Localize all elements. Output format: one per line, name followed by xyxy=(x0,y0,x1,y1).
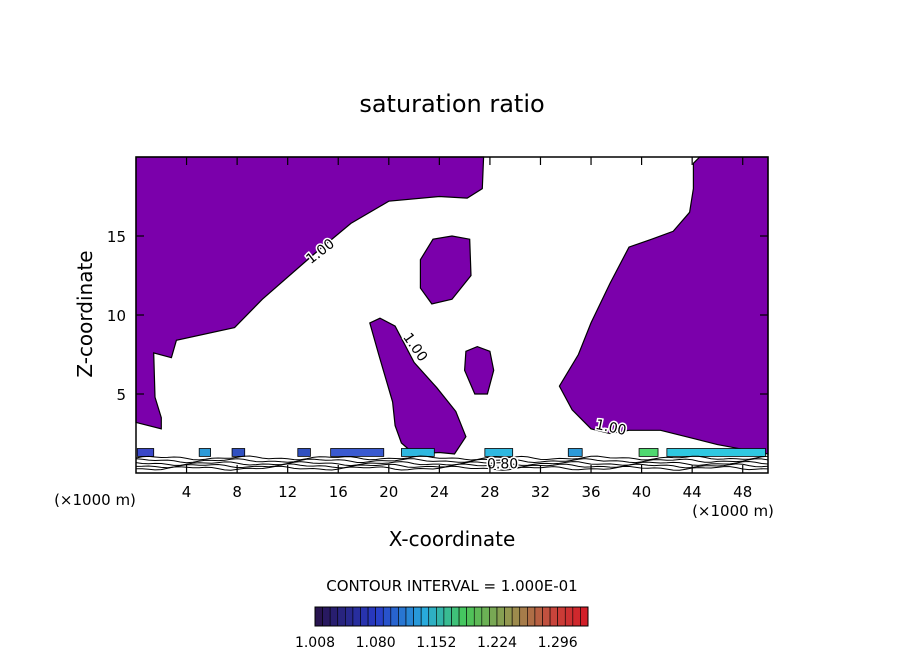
z-unit-label: (×1000 m) xyxy=(54,491,136,509)
surface-band-segment xyxy=(401,448,435,457)
colorbar-bin xyxy=(322,606,331,627)
colorbar-bin xyxy=(504,606,513,627)
x-tick-label: 40 xyxy=(632,483,651,501)
colorbar-bin xyxy=(398,606,407,627)
colorbar-bin xyxy=(428,606,437,627)
y-tick-label: 5 xyxy=(116,386,126,404)
saturation-region xyxy=(135,156,485,430)
surface-band-segment xyxy=(666,448,766,457)
colorbar-bin xyxy=(345,606,354,627)
x-tick-label: 12 xyxy=(278,483,297,501)
colorbar-bin xyxy=(519,606,528,627)
colorbar-bin xyxy=(420,606,430,627)
colorbar-bin xyxy=(413,606,422,627)
colorbar-bin xyxy=(367,606,376,627)
x-tick-label: 20 xyxy=(379,483,398,501)
colorbar-bin xyxy=(564,606,574,627)
colorbar-bin xyxy=(527,606,536,627)
x-tick-label: 4 xyxy=(182,483,192,501)
colorbar-bin xyxy=(329,606,339,627)
contour-line xyxy=(135,465,769,471)
x-tick-label: 48 xyxy=(733,483,752,501)
colorbar-bin xyxy=(375,606,384,627)
x-unit-label: (×1000 m) xyxy=(692,502,774,520)
x-axis-label: X-coordinate xyxy=(389,527,516,551)
colorbar-bin xyxy=(443,606,452,627)
saturation-region xyxy=(369,317,467,455)
y-axis-label: Z-coordinate xyxy=(73,250,97,377)
saturation-region xyxy=(419,235,472,305)
colorbar-bin xyxy=(451,606,460,627)
colorbar-label: 1.152 xyxy=(416,635,456,651)
colorbar-label: 1.080 xyxy=(356,635,396,651)
colorbar-bin xyxy=(466,606,475,627)
colorbar-bin xyxy=(511,606,521,627)
surface-band-segment xyxy=(231,448,246,457)
surface-band-segment xyxy=(330,448,385,457)
colorbar-bin xyxy=(481,606,490,627)
colorbar-bin xyxy=(580,606,589,627)
surface-band-segment xyxy=(198,448,211,457)
colorbar-bin xyxy=(557,606,566,627)
colorbar-bin xyxy=(496,606,505,627)
surface-band-segment xyxy=(484,448,514,457)
contour-line xyxy=(135,455,769,461)
contour-line xyxy=(135,458,769,464)
x-tick-label: 28 xyxy=(480,483,499,501)
colorbar-bin xyxy=(436,606,445,627)
x-tick-label: 24 xyxy=(430,483,449,501)
contour-line xyxy=(135,460,769,467)
chart-title: saturation ratio xyxy=(359,90,544,118)
colorbar-bin xyxy=(489,606,498,627)
x-tick-label: 16 xyxy=(329,483,348,501)
colorbar-bin xyxy=(542,606,551,627)
y-tick-label: 10 xyxy=(107,307,126,325)
colorbar-bin xyxy=(534,606,543,627)
colorbar-bin xyxy=(352,606,361,627)
colorbar-bin xyxy=(572,606,581,627)
colorbar-bin xyxy=(458,606,467,627)
colorbar-bin xyxy=(314,606,323,627)
surface-band-segment xyxy=(136,448,155,457)
colorbar: 1.008 1.080 1.152 1.224 1.296 xyxy=(295,606,589,651)
colorbar-bin xyxy=(337,606,346,627)
surface-band-segment xyxy=(297,448,311,457)
x-tick-label: 8 xyxy=(232,483,242,501)
contour-interval-text: CONTOUR INTERVAL = 1.000E-01 xyxy=(326,577,577,595)
x-tick-label: 44 xyxy=(683,483,702,501)
x-tick-label: 32 xyxy=(531,483,550,501)
x-tick-label: 36 xyxy=(581,483,600,501)
colorbar-bin xyxy=(360,606,369,627)
colorbar-frame xyxy=(314,606,589,627)
contour-line xyxy=(135,463,769,469)
colorbar-label: 1.296 xyxy=(538,635,578,651)
surface-band-segment xyxy=(567,448,583,457)
colorbar-bin xyxy=(549,606,558,627)
colorbar-label: 1.224 xyxy=(477,635,517,651)
saturation-region xyxy=(463,345,495,395)
colorbar-bin xyxy=(473,606,483,627)
surface-band-segment xyxy=(638,448,659,457)
contour-label: 0.80 xyxy=(487,456,518,472)
colorbar-bin xyxy=(382,606,392,627)
saturation-region xyxy=(558,156,769,455)
colorbar-bin xyxy=(405,606,414,627)
y-tick-label: 15 xyxy=(107,228,126,246)
plot-area: 1.001.001.000.804 8 12 16 20 24 28 32 36 40 44 4851… xyxy=(107,156,769,501)
colorbar-bin xyxy=(390,606,399,627)
colorbar-label: 1.008 xyxy=(295,635,335,651)
